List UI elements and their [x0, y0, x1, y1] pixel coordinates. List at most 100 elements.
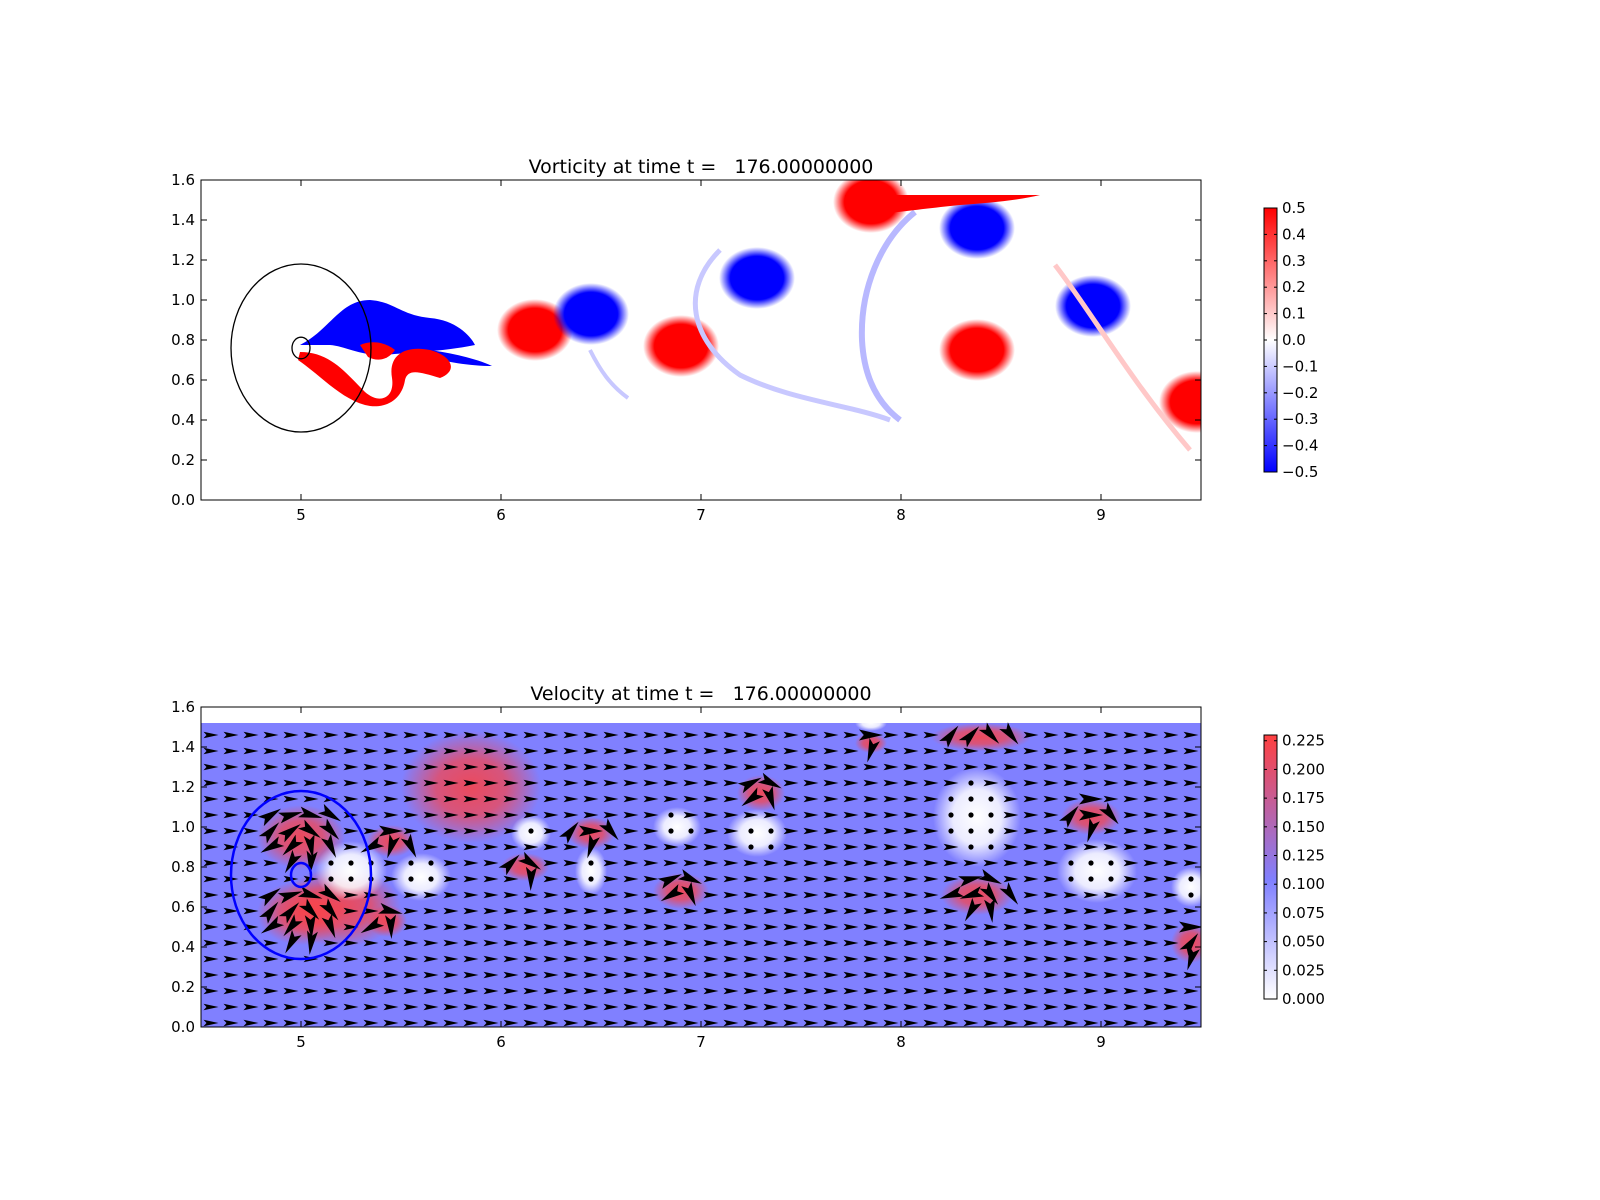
quiver-arrow	[703, 955, 719, 963]
quiver-arrow	[403, 763, 419, 771]
quiver-arrow	[843, 955, 859, 963]
quiver-arrow	[943, 955, 959, 963]
velocity-ytick-label: 1.0	[171, 818, 195, 836]
vorticity-ytick-label: 1.4	[171, 211, 195, 229]
quiver-arrow	[1143, 763, 1159, 771]
quiver-arrow	[523, 939, 539, 947]
vorticity-xtick-label: 8	[896, 506, 906, 524]
quiver-arrow	[383, 1003, 399, 1011]
quiver-arrow	[963, 763, 979, 771]
velocity-colorbar-tick-label: 0.100	[1282, 875, 1325, 893]
quiver-arrow	[1183, 843, 1199, 851]
quiver-arrow	[723, 843, 739, 851]
quiver-arrow	[1043, 987, 1059, 995]
quiver-arrow	[1123, 987, 1139, 995]
quiver-arrow	[979, 882, 999, 905]
quiver-arrow	[1043, 1003, 1059, 1011]
quiver-arrow	[1023, 907, 1039, 915]
quiver-arrow	[1123, 891, 1139, 899]
quiver-arrow	[843, 859, 859, 867]
quiver-arrow	[603, 795, 619, 803]
velocity-colorbar-tick-label: 0.025	[1282, 961, 1325, 979]
quiver-arrow	[603, 843, 619, 851]
quiver-arrow	[1103, 1003, 1119, 1011]
quiver-arrow	[323, 763, 339, 771]
quiver-arrow	[1143, 779, 1159, 787]
quiver-arrow	[463, 795, 479, 803]
quiver-arrow	[1063, 827, 1079, 835]
quiver-arrow	[803, 779, 819, 787]
quiver-arrow	[783, 955, 799, 963]
quiver-arrow	[999, 882, 1019, 905]
quiver-arrow	[423, 763, 439, 771]
quiver-arrow	[863, 987, 879, 995]
quiver-arrow	[763, 939, 779, 947]
velocity-title: Velocity at time t = 176.00000000	[530, 683, 871, 705]
quiver-arrow	[1023, 795, 1039, 803]
quiver-arrow	[903, 955, 919, 963]
quiver-arrow	[783, 1003, 799, 1011]
quiver-arrow	[1083, 731, 1099, 739]
quiver-arrow	[223, 843, 239, 851]
quiver-arrow	[663, 731, 679, 739]
quiver-arrow	[403, 939, 419, 947]
quiver-arrow	[363, 939, 379, 947]
quiver-arrow	[525, 866, 537, 891]
quiver-arrow	[603, 1019, 619, 1027]
quiver-arrow	[703, 1019, 719, 1027]
quiver-arrow	[303, 987, 319, 995]
quiver-arrow	[683, 843, 699, 851]
vorticity-xtick-label: 6	[496, 506, 506, 524]
quiver-arrow	[1143, 939, 1159, 947]
quiver-arrow	[663, 907, 679, 915]
quiver-arrow	[443, 1003, 459, 1011]
quiver-arrow	[1143, 987, 1159, 995]
quiver-arrow	[703, 875, 719, 883]
quiver-arrow	[343, 747, 359, 755]
quiver-arrow	[1023, 971, 1039, 979]
quiver-arrow	[203, 907, 219, 915]
quiver-arrow	[623, 907, 639, 915]
velocity-ytick-label: 0.2	[171, 978, 195, 996]
quiver-arrow	[823, 971, 839, 979]
quiver-dot	[948, 828, 954, 834]
quiver-arrow	[763, 859, 779, 867]
quiver-arrow	[583, 923, 599, 931]
quiver-arrow	[223, 939, 239, 947]
quiver-arrow	[743, 955, 759, 963]
quiver-arrow	[563, 923, 579, 931]
quiver-arrow	[883, 779, 899, 787]
vorticity-axes: 5 6 7 8 9 0.0 0.2 0.4 0.6 0.8 1.0 1.2 1.4 1.6	[171, 171, 1201, 524]
quiver-arrow	[483, 891, 499, 899]
quiver-arrow	[383, 875, 399, 883]
quiver-arrow	[503, 827, 519, 835]
quiver-arrow	[743, 859, 759, 867]
quiver-arrow	[803, 843, 819, 851]
vorticity-ytick-label: 0.4	[171, 411, 195, 429]
quiver-arrow	[243, 747, 259, 755]
quiver-arrow	[1163, 795, 1179, 803]
quiver-arrow	[543, 987, 559, 995]
quiver-dot	[1188, 892, 1194, 898]
quiver-arrow	[423, 987, 439, 995]
velocity-ytick-label: 0.6	[171, 898, 195, 916]
quiver-arrow	[903, 987, 919, 995]
quiver-arrow	[803, 827, 819, 835]
quiver-arrow	[943, 923, 959, 931]
quiver-arrow	[1143, 891, 1159, 899]
quiver-arrow	[523, 763, 539, 771]
quiver-arrow	[403, 795, 419, 803]
quiver-dot	[588, 876, 594, 882]
quiver-arrow	[1043, 859, 1059, 867]
quiver-arrow	[543, 731, 559, 739]
quiver-arrow	[783, 731, 799, 739]
quiver-arrow	[823, 875, 839, 883]
quiver-arrow	[663, 763, 679, 771]
quiver-arrow	[379, 825, 403, 837]
vorticity-ytick-label: 1.0	[171, 291, 195, 309]
quiver-arrow	[463, 779, 479, 787]
wake-blue-shear-layer	[300, 300, 475, 356]
quiver-arrow	[1023, 747, 1039, 755]
quiver-arrow	[623, 891, 639, 899]
quiver-arrow	[603, 907, 619, 915]
